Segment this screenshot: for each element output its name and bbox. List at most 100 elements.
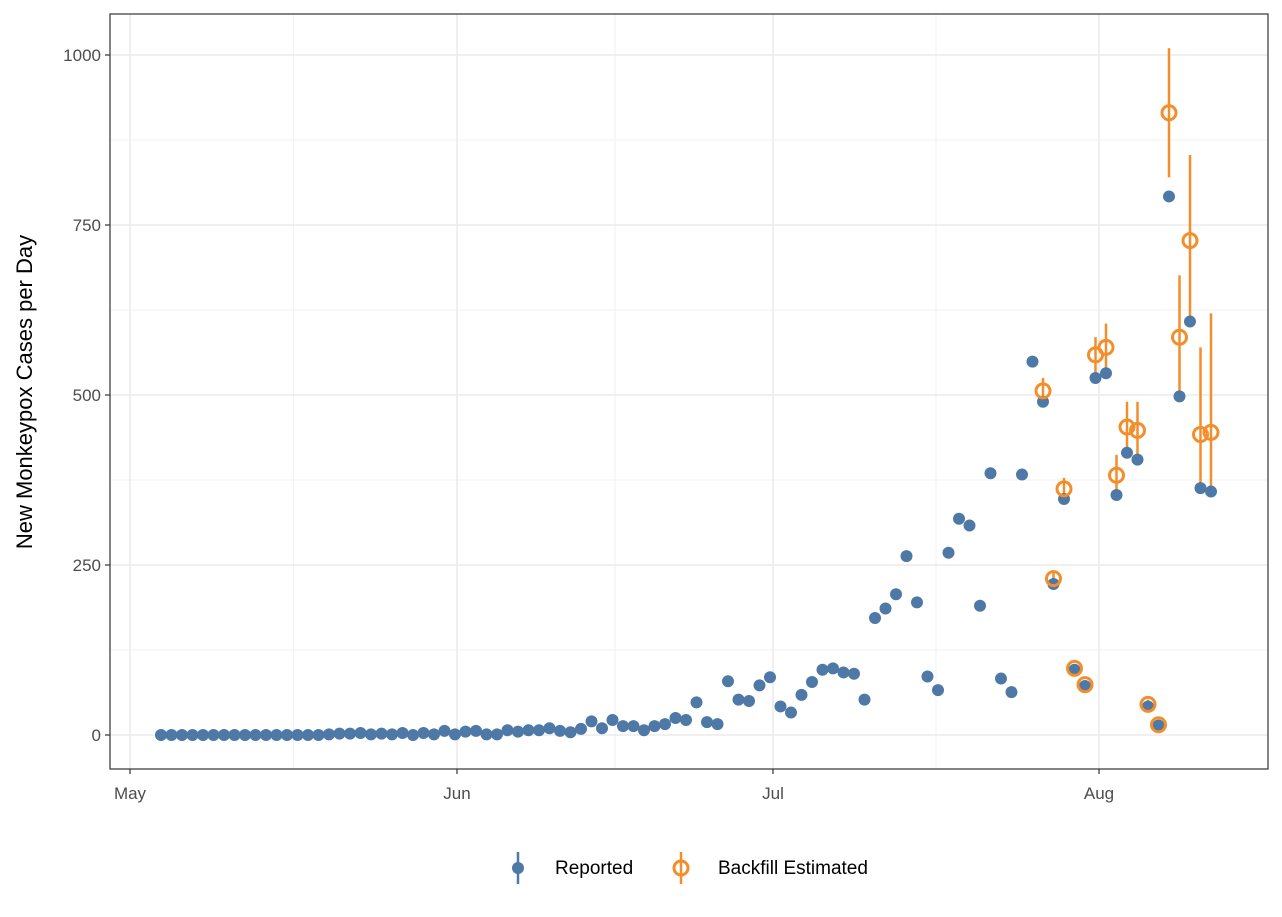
reported-point xyxy=(1016,468,1028,481)
reported-point xyxy=(911,596,923,609)
reported-point xyxy=(239,729,251,741)
estimated-point xyxy=(1202,423,1220,441)
y-tick-label: 250 xyxy=(73,556,101,575)
reported-point xyxy=(690,696,703,709)
y-tick-label: 0 xyxy=(92,726,101,745)
reported-point xyxy=(333,727,346,740)
reported-point xyxy=(795,688,808,701)
reported-point xyxy=(564,726,577,739)
reported-point xyxy=(1121,446,1133,459)
reported-point xyxy=(1131,453,1144,466)
reported-point xyxy=(932,684,944,697)
reported-point xyxy=(1100,367,1112,380)
reported-point xyxy=(648,720,661,733)
estimated-point xyxy=(1076,676,1094,694)
reported-point xyxy=(858,693,871,706)
reported-point xyxy=(386,728,398,741)
reported-point xyxy=(165,729,178,741)
reported-point xyxy=(942,546,955,559)
reported-point xyxy=(512,725,524,738)
reported-point xyxy=(375,727,388,740)
y-axis: 0 250 500 750 1000 xyxy=(63,46,110,745)
reported-point xyxy=(1152,719,1165,732)
reported-point xyxy=(1026,355,1039,368)
legend-item-reported: Reported xyxy=(512,852,633,884)
reported-point xyxy=(785,706,797,719)
reported-point xyxy=(1110,488,1123,501)
y-tick-label: 1000 xyxy=(63,46,101,65)
reported-point xyxy=(522,724,535,737)
legend: Reported Backfill Estimated xyxy=(512,852,868,884)
reported-series xyxy=(155,190,1217,741)
x-tick-label: Aug xyxy=(1084,784,1114,803)
reported-point xyxy=(1163,190,1175,203)
reported-point xyxy=(270,729,283,741)
reported-point xyxy=(543,722,556,735)
reported-point xyxy=(323,728,335,741)
estimated-point xyxy=(1139,695,1157,713)
reported-point xyxy=(281,729,293,741)
reported-point xyxy=(680,714,692,727)
reported-point xyxy=(438,724,451,737)
reported-point xyxy=(606,714,619,727)
reported-point xyxy=(428,728,440,741)
estimated-point xyxy=(1150,716,1167,734)
reported-point xyxy=(827,662,839,675)
estimated-point xyxy=(1055,480,1073,498)
estimated-point xyxy=(1108,466,1125,484)
reported-point xyxy=(774,700,787,713)
reported-point xyxy=(501,724,514,737)
reported-point xyxy=(249,729,262,741)
estimated-point xyxy=(1160,104,1178,122)
reported-point xyxy=(743,695,755,707)
reported-point xyxy=(218,729,230,741)
reported-point xyxy=(953,512,965,525)
reported-point xyxy=(417,726,430,739)
reported-point xyxy=(260,729,272,741)
reported-point xyxy=(155,729,167,741)
reported-legend-marker-icon xyxy=(512,862,524,874)
reported-point xyxy=(407,729,419,741)
reported-point xyxy=(449,728,461,741)
reported-point xyxy=(974,599,986,612)
reported-point xyxy=(764,671,776,684)
x-axis: May Jun Jul Aug xyxy=(114,769,1114,803)
reported-point xyxy=(627,720,640,733)
reported-point xyxy=(459,725,472,738)
reported-point xyxy=(533,724,545,737)
reported-point xyxy=(890,588,902,601)
x-tick-label: Jun xyxy=(443,784,470,803)
y-tick-label: 750 xyxy=(73,216,101,235)
reported-point xyxy=(197,729,209,741)
y-axis-title: New Monkeypox Cases per Day xyxy=(12,235,37,549)
reported-point xyxy=(186,729,199,741)
reported-point xyxy=(701,716,713,729)
reported-point xyxy=(228,729,241,741)
legend-label-backfill-estimated: Backfill Estimated xyxy=(718,858,868,879)
reported-point xyxy=(291,729,304,741)
legend-item-backfill-estimated: Backfill Estimated xyxy=(672,852,868,884)
reported-point xyxy=(1047,578,1060,591)
reported-point xyxy=(921,670,934,683)
estimated-point xyxy=(1118,418,1136,436)
estimated-point xyxy=(1034,382,1052,400)
reported-point xyxy=(176,729,188,741)
reported-point xyxy=(722,675,734,688)
estimated-point xyxy=(1129,421,1146,439)
major-gridlines xyxy=(110,14,1268,769)
reported-point xyxy=(659,718,671,731)
reported-point xyxy=(617,720,629,733)
reported-point xyxy=(207,729,220,741)
reported-point xyxy=(365,728,377,741)
reported-point xyxy=(344,727,356,740)
reported-point xyxy=(963,519,976,532)
reported-point xyxy=(480,728,493,741)
reported-point xyxy=(995,672,1007,685)
reported-point xyxy=(1089,372,1102,384)
reported-point xyxy=(575,722,587,735)
reported-point xyxy=(302,729,314,741)
reported-point xyxy=(711,718,724,731)
reported-point xyxy=(753,679,766,692)
y-tick-label: 500 xyxy=(73,386,101,405)
